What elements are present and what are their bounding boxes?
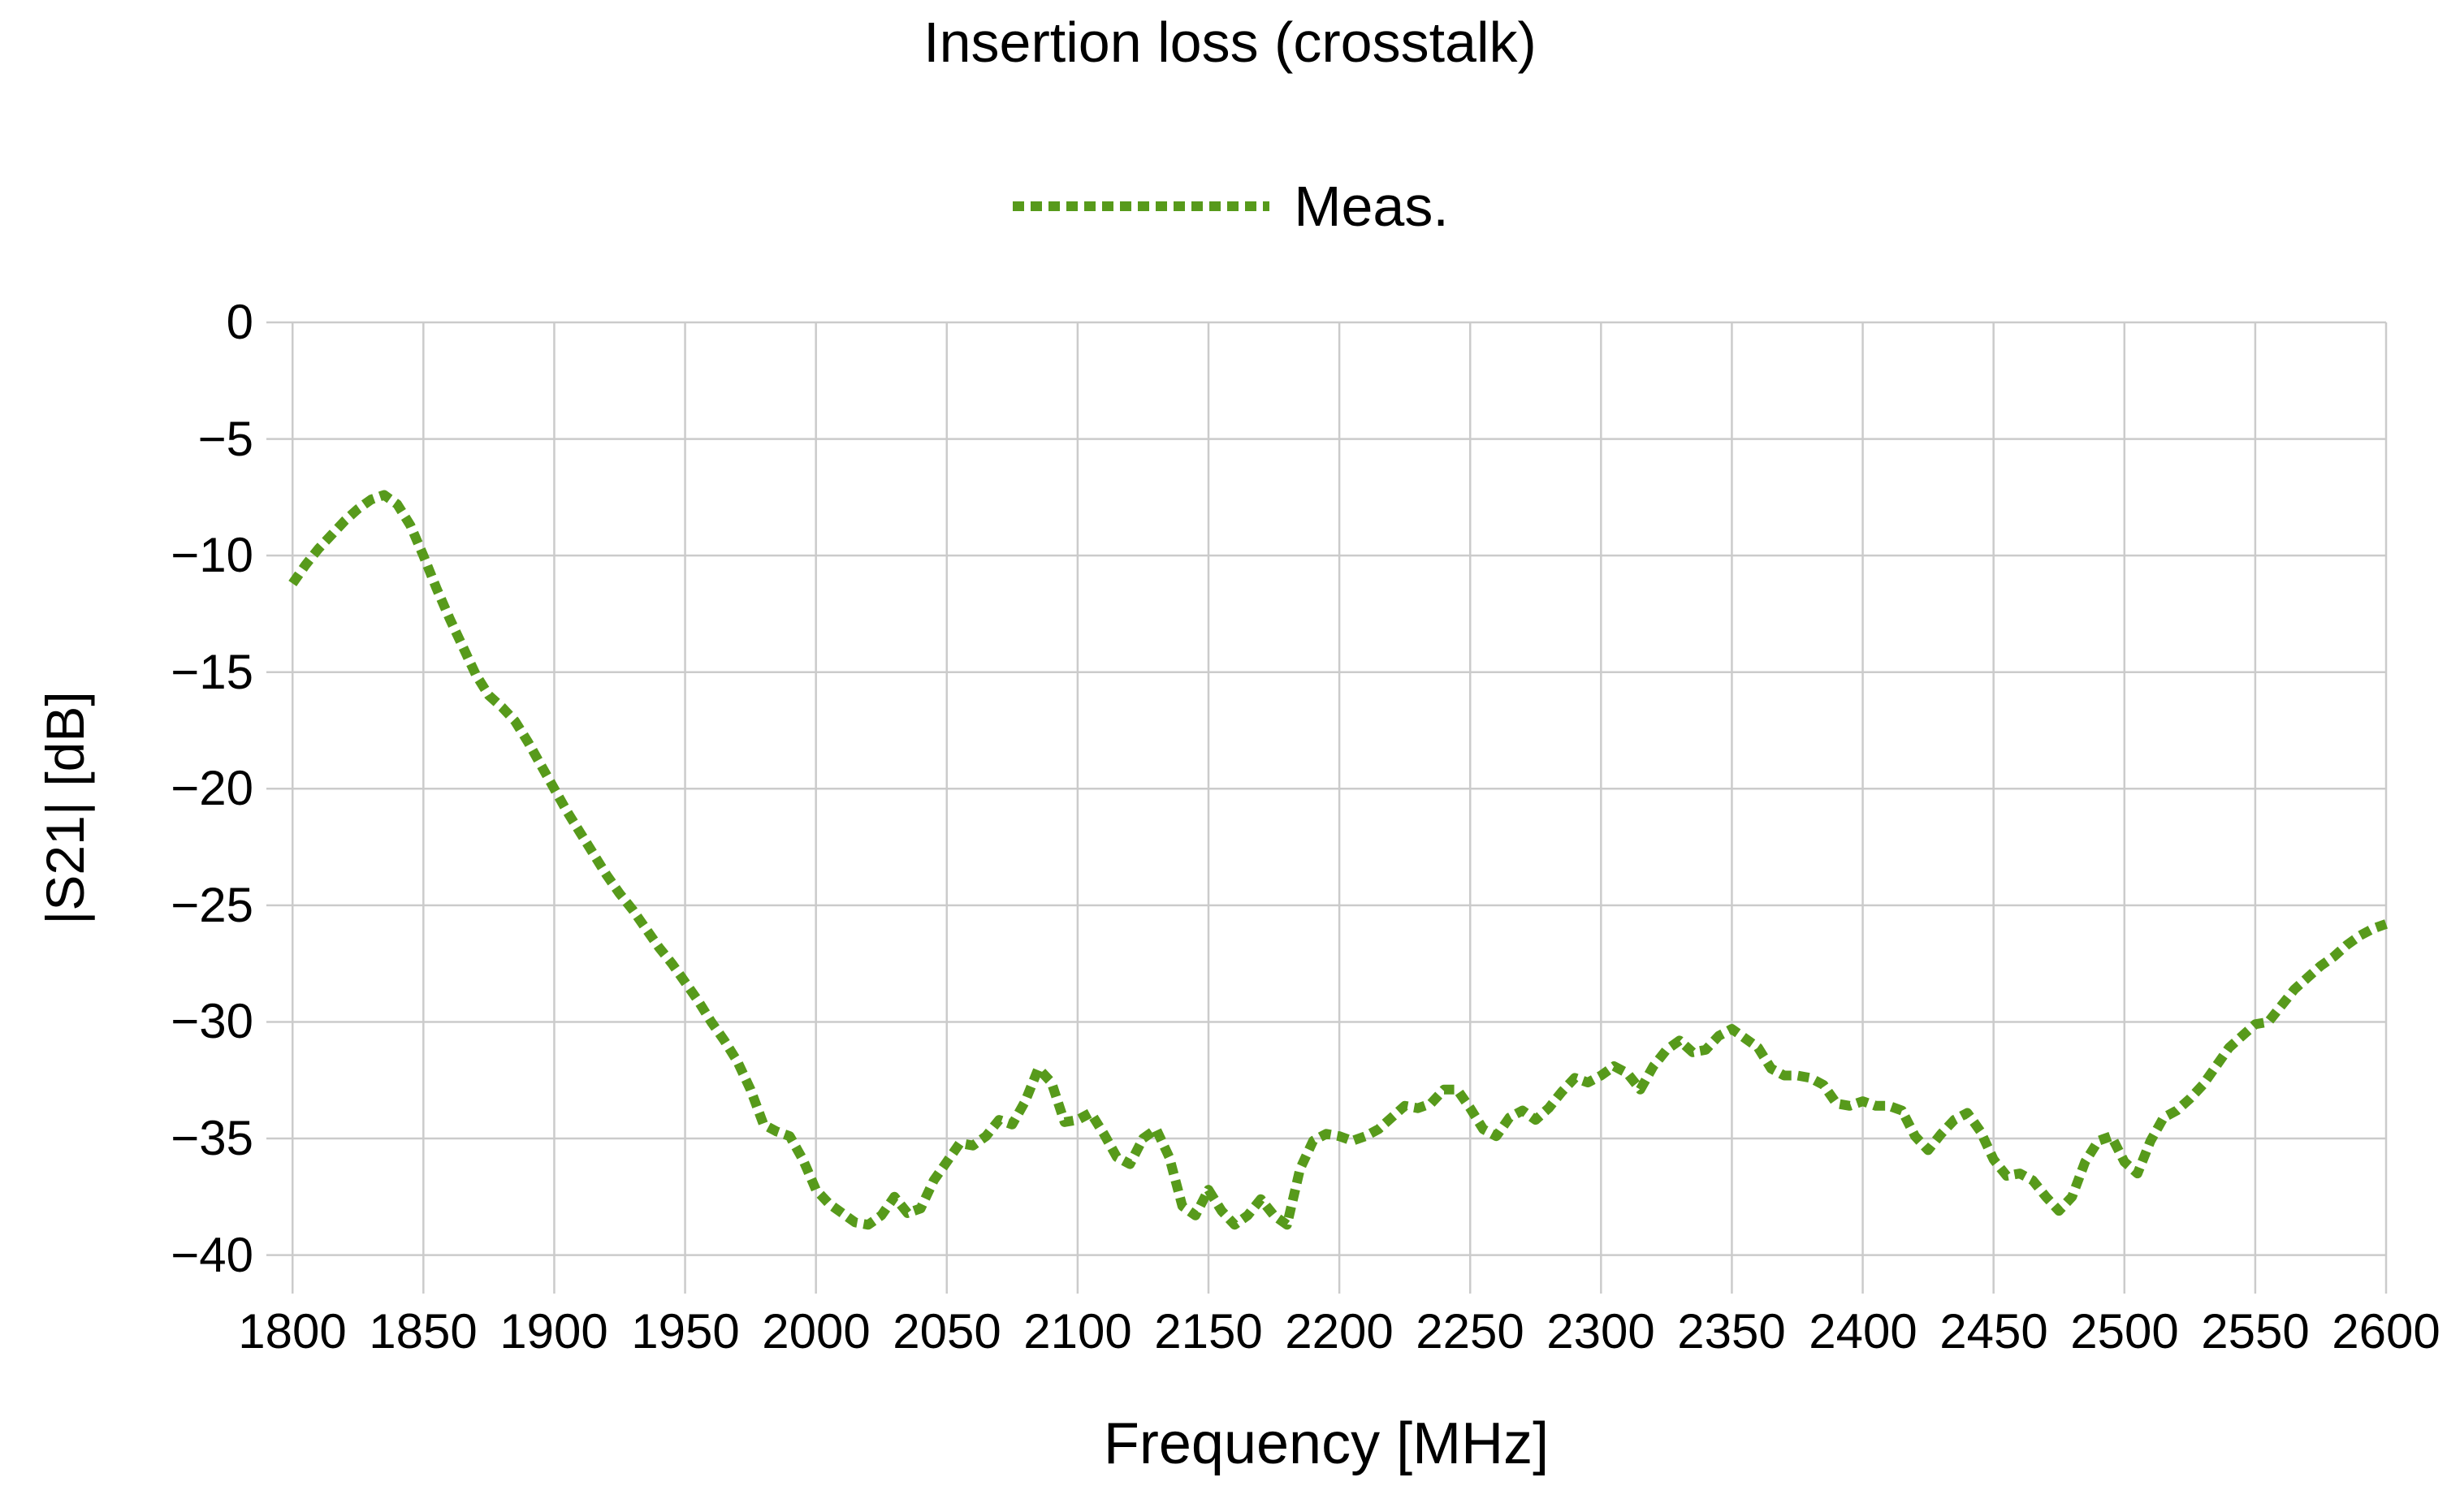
x-tick-label: 2600 <box>2332 1304 2441 1359</box>
y-tick-label: 0 <box>226 295 253 349</box>
x-tick-label: 1800 <box>238 1304 347 1359</box>
x-tick-label: 2200 <box>1285 1304 1394 1359</box>
y-axis-label: |S21| [dB] <box>35 691 95 925</box>
legend-label: Meas. <box>1294 175 1449 238</box>
y-tick-label: −15 <box>171 645 253 699</box>
x-tick-label: 1950 <box>631 1304 740 1359</box>
y-tick-label: −35 <box>171 1111 253 1165</box>
x-tick-label: 2150 <box>1154 1304 1263 1359</box>
x-tick-label: 2000 <box>762 1304 871 1359</box>
legend-dashed-line-sample <box>1013 201 1270 211</box>
x-tick-label: 2550 <box>2201 1304 2310 1359</box>
y-tick-label: −30 <box>171 994 253 1048</box>
y-tick-label: −20 <box>171 761 253 815</box>
y-tick-label: −25 <box>171 878 253 932</box>
x-tick-label: 2400 <box>1809 1304 1917 1359</box>
x-axis-label: Frequency [MHz] <box>1103 1411 1550 1476</box>
y-tick-label: −10 <box>171 528 253 582</box>
x-tick-label: 2500 <box>2070 1304 2179 1359</box>
series-line-meas <box>288 490 2389 1230</box>
x-tick-label: 2300 <box>1546 1304 1655 1359</box>
x-tick-label: 2450 <box>1939 1304 2048 1359</box>
x-tick-label: 2350 <box>1677 1304 1786 1359</box>
y-tick-label: −40 <box>171 1228 253 1282</box>
y-tick-label: −5 <box>197 412 253 466</box>
x-tick-label: 2050 <box>893 1304 1001 1359</box>
x-tick-label: 2250 <box>1416 1304 1524 1359</box>
x-tick-label: 1850 <box>369 1304 478 1359</box>
x-tick-label: 1900 <box>499 1304 608 1359</box>
legend: Meas. <box>0 169 2460 244</box>
x-tick-label: 2100 <box>1023 1304 1132 1359</box>
chart-title: Insertion loss (crosstalk) <box>923 11 1537 74</box>
